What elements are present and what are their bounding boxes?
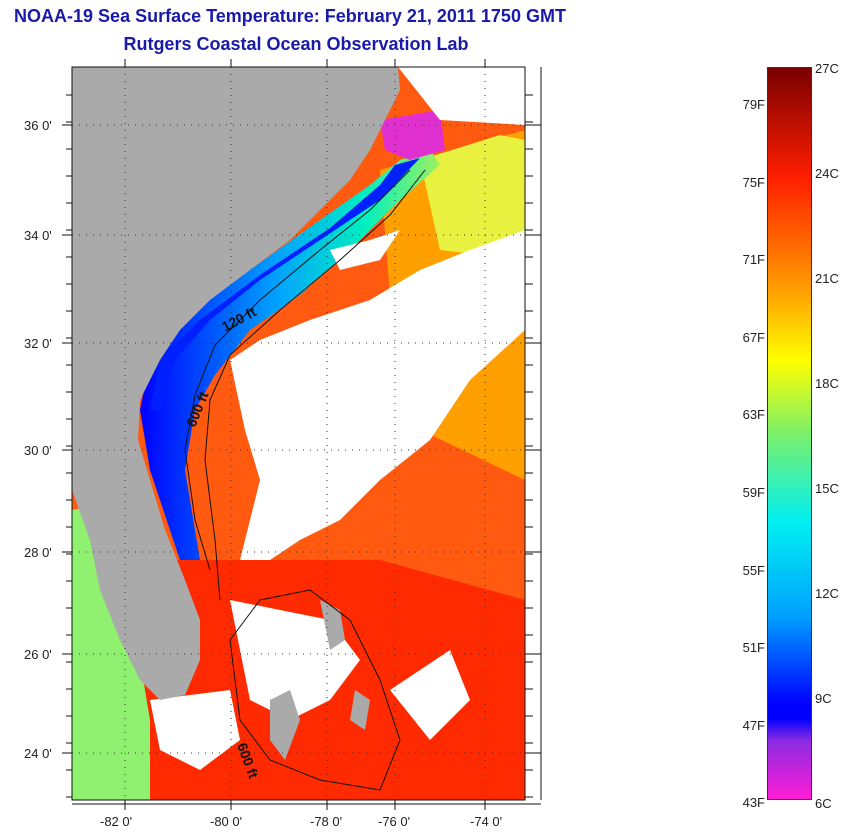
colorbar-f-67: 67F <box>742 330 765 345</box>
colorbar-c-18: 18C <box>815 376 839 391</box>
colorbar-c-6: 6C <box>815 796 832 811</box>
colorbar-f-71: 71F <box>742 252 765 267</box>
coastal-cold-band <box>140 150 440 560</box>
pamlico-sound-pink <box>380 110 445 160</box>
colorbar-c-15: 15C <box>815 481 839 496</box>
cloud-patch-4 <box>390 650 470 740</box>
colorbar-c-24: 24C <box>815 166 839 181</box>
map-frame <box>62 59 542 810</box>
lon-label-74: -74 0' <box>470 814 503 829</box>
isobath-bahamas <box>229 589 401 791</box>
colorbar-f-79: 79F <box>742 97 765 112</box>
colorbar-c-9: 9C <box>815 691 832 706</box>
colorbar-c-12: 12C <box>815 586 839 601</box>
colorbar-f-59: 59F <box>742 485 765 500</box>
land-bahamas-2 <box>320 600 345 650</box>
colorbar-f-51: 51F <box>742 640 765 655</box>
lat-label-32: 32 0' <box>24 336 52 351</box>
isobath-600ft <box>204 169 426 601</box>
lat-label-24: 24 0' <box>24 746 52 761</box>
land-southeast-us <box>72 67 400 700</box>
colorbar-c-21: 21C <box>815 271 839 286</box>
lon-label-76: -76 0' <box>378 814 411 829</box>
gulf-green-region <box>72 505 150 800</box>
lat-label-26: 26 0' <box>24 647 52 662</box>
cloud-patch-3 <box>330 230 400 270</box>
yellow-ocean-north <box>420 135 525 260</box>
map-border <box>71 66 526 801</box>
colorbar-c-27: 27C <box>815 61 839 76</box>
lat-label-34: 34 0' <box>24 228 52 243</box>
colorbar-f-43: 43F <box>742 795 765 810</box>
lon-label-78: -78 0' <box>310 814 343 829</box>
lat-label-28: 28 0' <box>24 545 52 560</box>
coastal-cold-inner <box>150 158 420 410</box>
land-bahamas-3 <box>350 690 370 730</box>
colorbar-f-55: 55F <box>742 563 765 578</box>
land-bahamas-1 <box>270 690 300 760</box>
lon-label-82: -82 0' <box>100 814 133 829</box>
lat-label-30: 30 0' <box>24 443 52 458</box>
colorbar-f-47: 47F <box>742 718 765 733</box>
cloud-band-main <box>230 230 525 560</box>
isobath-120ft <box>184 169 411 571</box>
temperature-colorbar <box>767 67 812 800</box>
lat-label-36: 36 0' <box>24 118 52 133</box>
colorbar-f-75: 75F <box>742 175 765 190</box>
map-title: NOAA-19 Sea Surface Temperature: Februar… <box>14 6 566 26</box>
cloud-top-right <box>398 67 525 125</box>
lon-label-80: -80 0' <box>210 814 243 829</box>
colorbar-f-63: 63F <box>742 407 765 422</box>
map-subtitle: Rutgers Coastal Ocean Observation Lab <box>123 34 469 54</box>
cloud-patch-2 <box>150 690 240 770</box>
